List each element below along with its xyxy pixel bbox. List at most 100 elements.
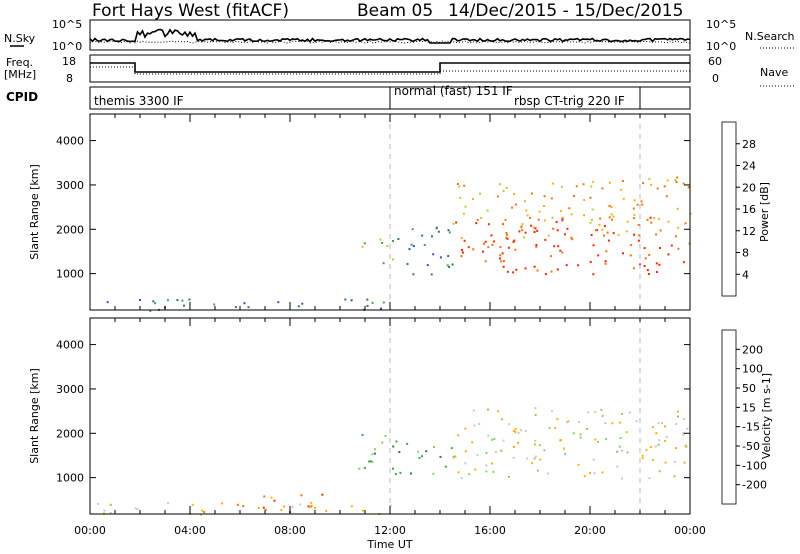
scatter-cell [652,459,655,461]
scatter-cell [524,429,527,432]
cpid-panel [89,86,691,110]
scatter-cell [97,503,99,505]
scatter-cell [666,179,669,182]
colorbar-tick-label: -100 [742,459,767,472]
scatter-cell [674,179,677,181]
scatter-cell [649,446,652,449]
nsky-label: N.Sky [4,32,36,45]
scatter-cell [646,218,649,221]
scatter-cell [395,473,397,476]
scatter-cell [363,242,366,245]
scatter-cell [149,309,152,312]
scatter-cell [536,469,539,472]
scatter-cell [109,503,112,506]
scatter-cell [134,507,137,510]
scatter-cell [446,264,449,267]
scatter-cell [682,261,685,264]
scatter-cell [572,432,575,435]
scatter-cell [649,216,652,219]
scatter-cell [683,417,686,420]
scatter-cell [556,268,559,271]
scatter-cell [462,212,465,215]
scatter-cell [655,432,658,435]
scatter-cell [643,265,646,267]
scatter-cell [325,510,328,512]
scatter-cell [689,212,692,215]
scatter-cell [433,446,435,448]
scatter-cell [640,200,643,203]
scatter-cell [399,471,402,474]
scatter-cell [454,455,457,458]
scatter-cell [604,262,607,265]
scatter-cell [487,246,490,249]
scatter-cell [514,431,517,434]
cpid-label: CPID [6,90,38,104]
scatter-cell [651,426,654,429]
scatter-cell [457,183,459,185]
scatter-cell [622,180,624,182]
scatter-cell [551,410,553,413]
scatter-cell [665,195,668,198]
power-colorbar: 4 8 12 16 20 24 28 [721,121,756,297]
scatter-cell [484,240,487,243]
scatter-cell [280,509,283,512]
scatter-cell [632,207,635,210]
scatter-cell [505,236,508,239]
scatter-cell [513,239,516,242]
beam-label: Beam 05 [357,1,433,21]
scatter-cell [601,187,604,190]
cpid-mode-3: rbsp CT-trig 220 IF [514,94,625,108]
scatter-cell [397,238,400,240]
scatter-cell [321,493,324,496]
scatter-cell [297,305,300,308]
scatter-cell [313,507,316,510]
scatter-cell [373,452,376,455]
scatter-cell [592,244,595,247]
nave-tick-bottom: 0 [712,72,719,85]
x-axis-ticks: 00:00 04:00 08:00 12:00 16:00 20:00 00:00 [74,524,706,537]
scatter-cell [500,260,503,263]
scatter-cell [683,461,686,464]
scatter-cell [530,192,533,195]
scatter-cell [547,472,549,475]
scatter-cell [566,421,568,424]
scatter-cell [490,234,493,237]
scatter-cell [641,454,644,457]
scatter-cell [543,205,545,207]
scatter-cell [512,240,515,243]
scatter-cell [620,188,623,191]
scatter-cell [577,463,580,466]
scatter-cell [674,235,677,238]
scatter-cell [597,440,600,443]
scatter-cell [361,434,364,436]
scatter-cell [455,221,458,224]
x-tick-label: 04:00 [174,524,206,537]
scatter-cell [408,248,411,251]
scatter-cell [496,195,499,198]
scatter-cell [512,456,515,459]
scatter-cell [655,271,658,273]
scatter-cell [389,504,392,507]
scatter-cell [103,509,106,512]
scatter-cell [493,437,496,440]
scatter-cell [507,423,510,426]
scatter-cell [472,409,475,412]
scatter-cell [300,494,303,497]
scatter-cell [650,183,653,186]
y-tick-label: 2000 [56,427,84,440]
scatter-cell [575,185,578,188]
scatter-cell [663,185,666,188]
scatter-cell [648,254,651,256]
scatter-cell [520,429,522,432]
scatter-cell [358,467,361,470]
scatter-cell [610,206,613,208]
scatter-cell [507,246,510,249]
scatter-cell [621,412,624,415]
scatter-cell [506,237,509,240]
scatter-cell [277,301,280,304]
scatter-cell [655,233,658,236]
scatter-cell [556,229,559,232]
freq-unit: [MHz] [4,68,36,81]
scatter-cell [637,223,640,226]
scatter-cell [600,408,603,411]
